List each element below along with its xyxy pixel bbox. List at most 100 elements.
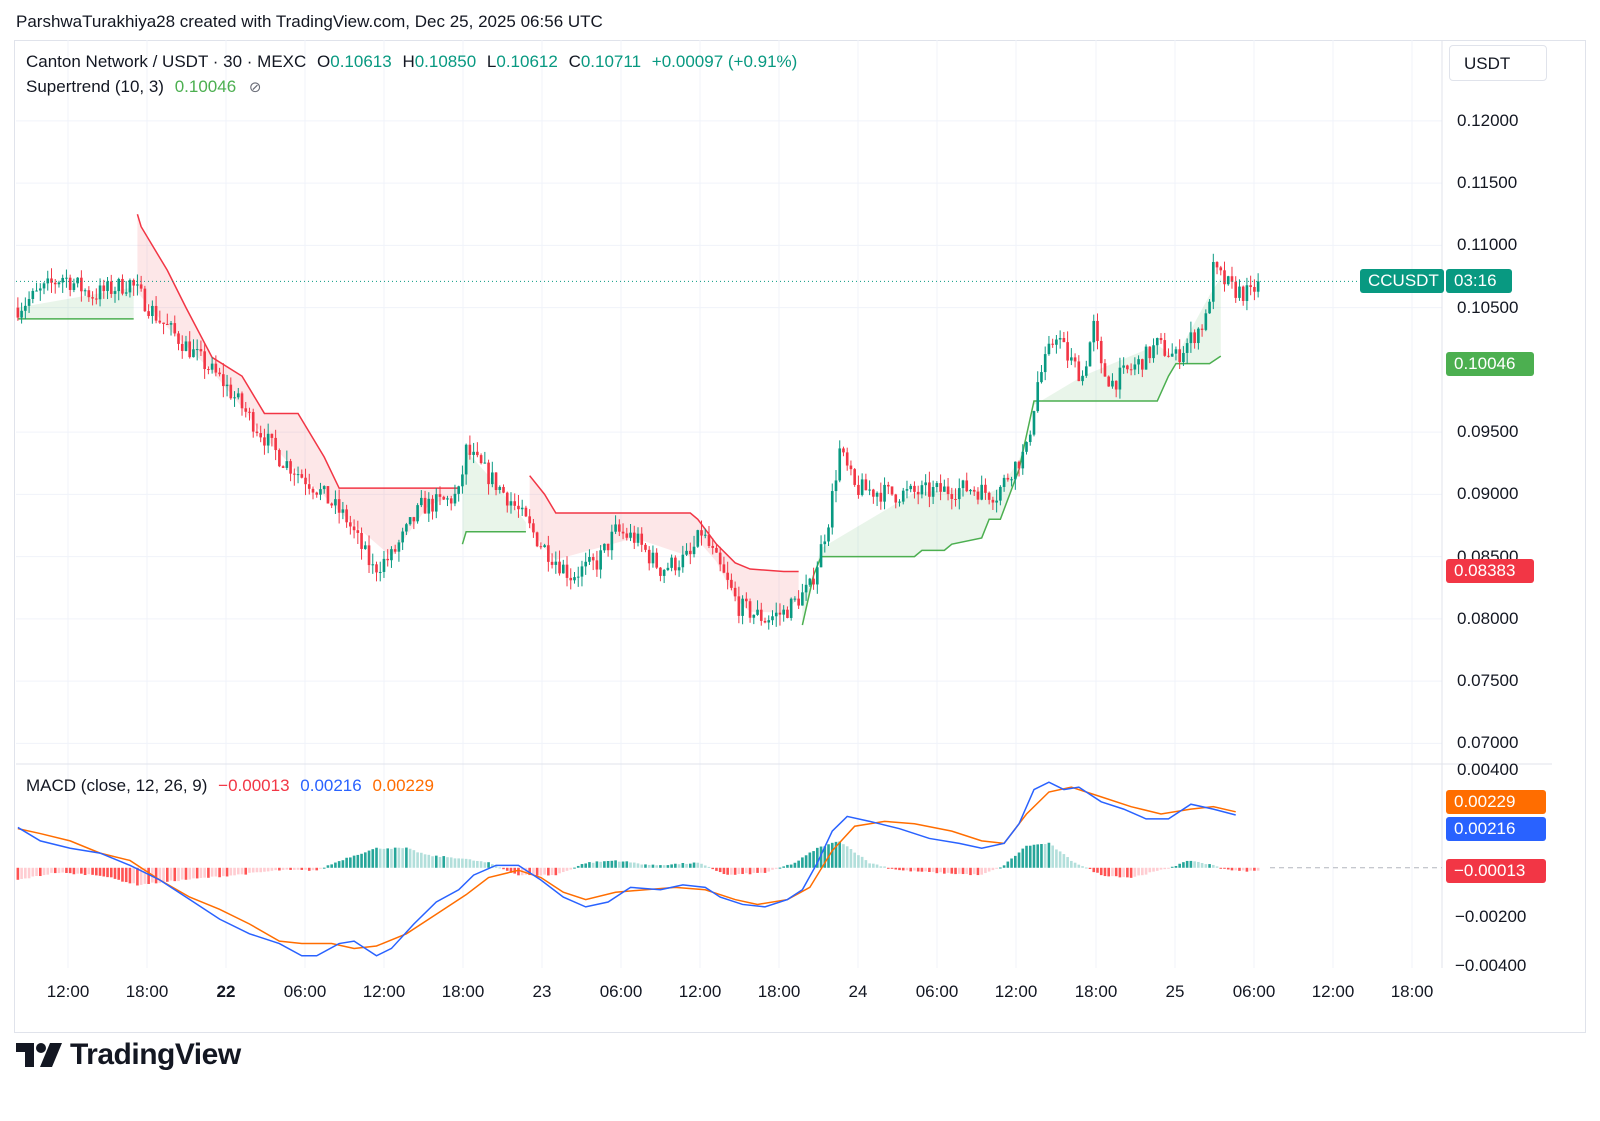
supertrend-legend[interactable]: Supertrend (10, 3) 0.10046 ⊘ (26, 77, 261, 97)
candle-down (468, 444, 472, 455)
macd-hist-bar (804, 855, 808, 868)
macd-hist-bar (341, 860, 345, 868)
macd-hist-bar (509, 867, 513, 873)
macd-hist-bar (420, 852, 423, 868)
open-value: O0.10613 (317, 52, 392, 71)
macd-hist-bar (685, 863, 688, 868)
macd-hist-bar (640, 864, 644, 868)
macd-hist-bar (244, 867, 248, 875)
macd-hist-bar (330, 864, 333, 868)
candle-down (745, 598, 748, 602)
candle-down (270, 433, 274, 438)
macd-hist-bar (558, 867, 561, 874)
candle-up (1245, 285, 1249, 301)
macd-hist-bar (745, 867, 748, 874)
macd-hist-bar (304, 867, 307, 870)
candle-down (386, 558, 390, 561)
attribution-text: ParshwaTurakhiya28 created with TradingV… (16, 12, 603, 31)
candle-down (1073, 357, 1077, 362)
candle-up (20, 310, 23, 318)
macd-hist-bar (446, 857, 449, 868)
macd-hist-bar (296, 867, 300, 870)
candle-down (591, 557, 595, 561)
candle-up (427, 498, 431, 514)
macd-hist-bar (625, 861, 629, 868)
candle-down (928, 482, 931, 497)
macd-hist-bar (315, 867, 319, 871)
candle-down (1096, 320, 1099, 341)
macd-hist-bar (872, 863, 875, 868)
eye-off-icon[interactable]: ⊘ (248, 79, 262, 96)
candle-up (969, 489, 972, 492)
candle-down (659, 567, 662, 576)
macd-hist-bar (1070, 860, 1073, 868)
candle-up (875, 492, 879, 497)
macd-hist-bar (483, 862, 487, 868)
macd-legend[interactable]: MACD (close, 12, 26, 9) −0.00013 0.00216… (26, 776, 434, 796)
macd-hist-bar (603, 861, 606, 868)
macd-hist-bar (225, 867, 229, 877)
candle-up (106, 281, 109, 292)
macd-hist-bar (980, 867, 983, 875)
candle-down (476, 451, 479, 456)
candle-up (931, 486, 935, 497)
candle-up (957, 488, 961, 500)
candle-up (752, 614, 756, 618)
price-tick-label: 0.11500 (1457, 173, 1518, 193)
candle-up (210, 363, 214, 370)
symbol-price-tag: CCUSDT (1360, 269, 1444, 294)
candle-down (180, 343, 184, 351)
macd-hist-bar (741, 867, 744, 875)
macd-hist-bar (498, 867, 502, 869)
candle-down (950, 494, 954, 499)
macd-hist-bar (80, 867, 83, 874)
candle-down (412, 517, 416, 522)
candle-up (98, 285, 102, 300)
tradingview-logo[interactable]: TradingView (16, 1038, 241, 1072)
symbol-legend[interactable]: Canton Network / USDT · 30 · MEXC O0.106… (26, 52, 803, 72)
macd-hist-bar (1249, 867, 1252, 871)
candle-up (420, 497, 423, 506)
candle-down (315, 492, 319, 495)
candle-down (1077, 361, 1081, 382)
macd-hist-bar (759, 867, 763, 873)
macd-hist-bar (438, 856, 442, 868)
candle-up (782, 609, 786, 615)
macd-hist-bar (1066, 857, 1069, 868)
candle-up (490, 472, 494, 485)
macd-hist-bar (195, 867, 199, 879)
currency-selector[interactable]: USDT (1449, 45, 1547, 81)
candle-up (1058, 337, 1062, 340)
macd-hist-bar (651, 864, 655, 868)
candle-down (1126, 365, 1129, 370)
candle-down (304, 477, 307, 485)
macd-hist-bar (987, 867, 991, 872)
candle-down (1219, 267, 1223, 271)
macd-signal-value: 0.00229 (372, 776, 434, 795)
candle-down (244, 408, 248, 412)
macd-hist-bar (1014, 855, 1017, 868)
low-number: 0.10612 (496, 52, 558, 71)
macd-hist-bar (1129, 867, 1133, 878)
candle-up (1144, 346, 1148, 370)
candle-down (1006, 477, 1010, 480)
macd-hist-bar (1025, 845, 1028, 868)
candle-down (759, 609, 763, 621)
candle-down (916, 491, 920, 495)
candle-down (842, 448, 845, 453)
candle-down (349, 522, 352, 527)
time-tick-label: 12:00 (994, 982, 1038, 1001)
macd-hist-bar (632, 862, 636, 868)
candle-down (1234, 281, 1238, 298)
candle-down (199, 349, 203, 352)
candle-up (1088, 342, 1092, 367)
macd-hist-bar (576, 865, 580, 868)
candle-up (741, 598, 744, 616)
macd-hist-bar (1040, 844, 1043, 868)
macd-hist-bar (281, 867, 285, 870)
candle-down (569, 577, 573, 581)
high-number: 0.10850 (414, 52, 477, 71)
grid-lines (16, 40, 1552, 968)
candle-down (786, 609, 789, 618)
